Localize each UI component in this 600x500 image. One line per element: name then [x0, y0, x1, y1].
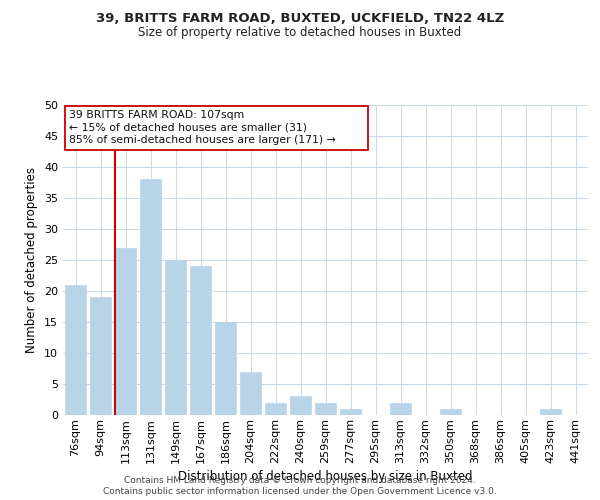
X-axis label: Distribution of detached houses by size in Buxted: Distribution of detached houses by size …: [178, 470, 473, 483]
FancyBboxPatch shape: [65, 106, 367, 150]
Text: 39 BRITTS FARM ROAD: 107sqm: 39 BRITTS FARM ROAD: 107sqm: [69, 110, 245, 120]
Bar: [315, 402, 336, 415]
Y-axis label: Number of detached properties: Number of detached properties: [25, 167, 38, 353]
Bar: [265, 402, 286, 415]
Bar: [90, 297, 111, 415]
Text: Contains public sector information licensed under the Open Government Licence v3: Contains public sector information licen…: [103, 488, 497, 496]
Bar: [240, 372, 261, 415]
Bar: [115, 248, 136, 415]
Text: Contains HM Land Registry data © Crown copyright and database right 2024.: Contains HM Land Registry data © Crown c…: [124, 476, 476, 485]
Bar: [190, 266, 211, 415]
Bar: [140, 180, 161, 415]
Bar: [390, 402, 411, 415]
Bar: [165, 260, 186, 415]
Bar: [65, 285, 86, 415]
Bar: [440, 409, 461, 415]
Bar: [340, 409, 361, 415]
Text: ← 15% of detached houses are smaller (31): ← 15% of detached houses are smaller (31…: [69, 122, 307, 132]
Text: Size of property relative to detached houses in Buxted: Size of property relative to detached ho…: [139, 26, 461, 39]
Text: 85% of semi-detached houses are larger (171) →: 85% of semi-detached houses are larger (…: [69, 135, 336, 145]
Bar: [290, 396, 311, 415]
Bar: [540, 409, 561, 415]
Bar: [215, 322, 236, 415]
Text: 39, BRITTS FARM ROAD, BUXTED, UCKFIELD, TN22 4LZ: 39, BRITTS FARM ROAD, BUXTED, UCKFIELD, …: [96, 12, 504, 26]
